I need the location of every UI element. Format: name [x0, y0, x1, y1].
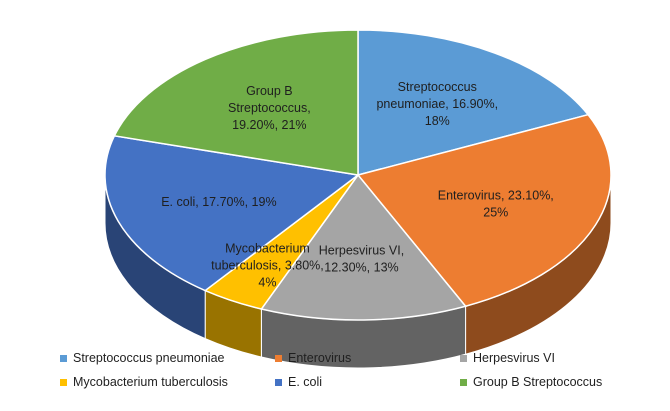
data-label-mycobacterium-tuberculosis: Mycobacterium tuberculosis, 3.80%, 4% [211, 242, 324, 290]
legend-swatch [275, 354, 282, 362]
legend-swatch [60, 354, 67, 362]
legend-swatch [460, 354, 467, 362]
legend-label: Streptococcus pneumoniae [73, 351, 225, 365]
pie-sides [104, 174, 612, 369]
legend-item-e-coli: E. coli [275, 375, 460, 389]
pie-tops [104, 29, 612, 321]
pie-slice-e-coli [104, 134, 360, 292]
data-label-streptococcus-pneumoniae: Streptococcus pneumoniae, 16.90%, 18% [376, 80, 498, 128]
legend: Streptococcus pneumoniae Enterovirus Her… [60, 346, 660, 394]
data-label-herpesvirus-vi: Herpesvirus VI, 12.30%, 13% [319, 244, 404, 275]
legend-swatch [460, 378, 467, 386]
data-label-enterovirus: Enterovirus, 23.10%, 25% [438, 188, 554, 219]
data-label-e-coli: E. coli, 17.70%, 19% [161, 195, 276, 209]
legend-row-1: Streptococcus pneumoniae Enterovirus Her… [60, 346, 660, 370]
pie-slice-enterovirus [356, 113, 612, 308]
pie-slice-herpesvirus-vi [260, 173, 467, 321]
legend-item-group-b-streptococcus: Group B Streptococcus [460, 375, 660, 389]
legend-label: Mycobacterium tuberculosis [73, 375, 228, 389]
legend-label: Enterovirus [288, 351, 352, 365]
pie-slice-group-b-streptococcus [113, 29, 359, 176]
legend-swatch [275, 378, 282, 386]
pie-labels: Streptococcus pneumoniae, 16.90%, 18% Enter… [161, 80, 554, 289]
legend-item-enterovirus: Enterovirus [275, 351, 460, 365]
legend-item-streptococcus-pneumoniae: Streptococcus pneumoniae [60, 351, 275, 365]
legend-swatch [60, 378, 67, 386]
legend-row-2: Mycobacterium tuberculosis E. coli Group… [60, 370, 660, 394]
pie-slice-streptococcus-pneumoniae [357, 29, 590, 176]
legend-item-herpesvirus-vi: Herpesvirus VI [460, 351, 660, 365]
legend-label: Group B Streptococcus [473, 375, 603, 389]
legend-item-mycobacterium-tuberculosis: Mycobacterium tuberculosis [60, 375, 275, 389]
data-label-group-b-streptococcus: Group B Streptococcus, 19.20%, 21% [228, 84, 311, 132]
legend-label: Herpesvirus VI [473, 351, 555, 365]
legend-label: E. coli [288, 375, 323, 389]
